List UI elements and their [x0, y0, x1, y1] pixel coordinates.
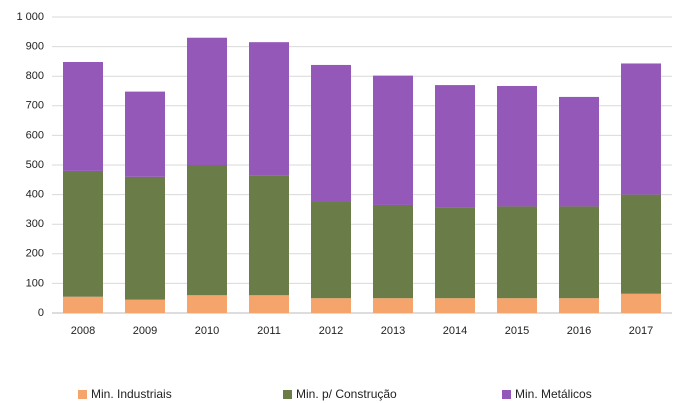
bar-segment	[435, 207, 475, 299]
bar-segment	[63, 61, 103, 171]
x-tick-label: 2011	[257, 325, 281, 337]
legend-swatch	[78, 390, 87, 399]
y-tick-label: 400	[26, 189, 44, 201]
legend-swatch	[502, 390, 511, 399]
x-tick-label: 2012	[319, 325, 343, 337]
bar-segment	[311, 298, 351, 313]
bar-segment	[187, 295, 227, 313]
bar-segment	[621, 293, 661, 313]
bar-segment	[373, 75, 413, 205]
x-tick-label: 2017	[629, 325, 653, 337]
legend-label: Min. p/ Construção	[296, 387, 397, 401]
bar-segment	[125, 176, 165, 300]
bar-segment	[373, 204, 413, 299]
bar-segment	[311, 202, 351, 299]
bar-segment	[187, 165, 227, 296]
x-tick-label: 2009	[133, 325, 157, 337]
bar-segment	[63, 170, 103, 297]
y-tick-label: 1 000	[16, 11, 44, 23]
x-tick-label: 2013	[381, 325, 405, 337]
bar-segment	[497, 298, 537, 313]
bar-segment	[373, 298, 413, 313]
bar-segment	[621, 63, 661, 195]
y-tick-label: 200	[26, 248, 44, 260]
bar-segment	[249, 295, 289, 313]
bar-segment	[621, 194, 661, 294]
bar-segment	[559, 96, 599, 207]
bar-segment	[125, 299, 165, 313]
bar-segment	[559, 298, 599, 313]
bar-segment	[187, 37, 227, 165]
x-tick-label: 2010	[195, 325, 219, 337]
bar-segment	[435, 85, 475, 208]
x-tick-label: 2014	[443, 325, 467, 337]
y-tick-label: 800	[26, 70, 44, 82]
y-tick-label: 0	[38, 307, 44, 319]
y-tick-label: 600	[26, 129, 44, 141]
bar-segment	[249, 175, 289, 296]
bar-segment	[435, 298, 475, 313]
bar-segment	[63, 296, 103, 313]
legend-swatch	[283, 390, 292, 399]
bar-segment	[249, 42, 289, 176]
bar-segment	[559, 206, 599, 299]
bar-segment	[497, 206, 537, 299]
bar-segment	[125, 91, 165, 177]
legend-label: Min. Industriais	[91, 387, 172, 401]
x-tick-label: 2008	[71, 325, 95, 337]
y-tick-label: 500	[26, 159, 44, 171]
bar-segment	[497, 85, 537, 207]
y-tick-label: 100	[26, 277, 44, 289]
y-tick-label: 300	[26, 218, 44, 230]
legend-label: Min. Metálicos	[515, 387, 592, 401]
x-tick-label: 2015	[505, 325, 529, 337]
bar-segment	[311, 64, 351, 203]
y-tick-label: 900	[26, 41, 44, 53]
x-tick-label: 2016	[567, 325, 591, 337]
y-tick-label: 700	[26, 100, 44, 112]
